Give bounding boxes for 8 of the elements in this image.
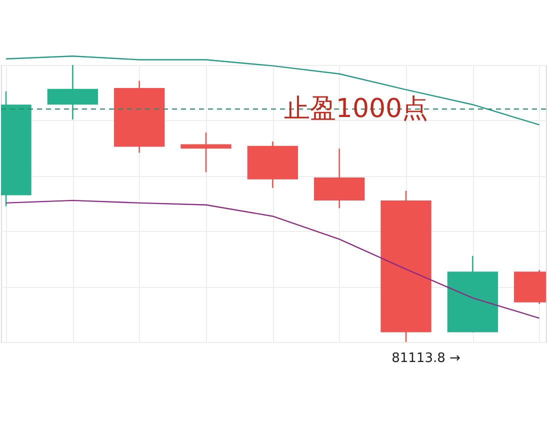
candlestick: [47, 65, 98, 120]
candlestick: [180, 132, 232, 173]
candlestick: [447, 255, 498, 333]
candlestick: [247, 140, 298, 189]
candlestick: [314, 148, 365, 209]
candlestick: [114, 80, 165, 154]
text: 81113.8 →: [392, 351, 460, 366]
ref-line-label: 止盈1000点: [284, 94, 428, 124]
